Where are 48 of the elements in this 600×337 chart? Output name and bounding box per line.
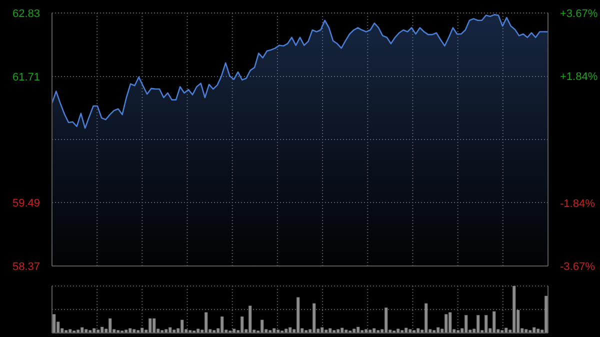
bar [312, 303, 316, 333]
y-tick-label: 62.83 [12, 8, 40, 20]
bar [52, 314, 56, 333]
bar [84, 329, 88, 333]
bar [220, 316, 224, 333]
bar [448, 312, 452, 333]
y2-tick-label: -3.67% [560, 261, 596, 273]
bar [408, 329, 412, 333]
bar [356, 326, 360, 333]
bar [148, 318, 152, 333]
y-tick-label: 59.49 [12, 197, 40, 210]
bar [296, 297, 300, 333]
bar [368, 330, 372, 333]
bar [336, 329, 340, 333]
y-tick-label: 61.71 [12, 72, 40, 84]
bar [364, 329, 368, 333]
y2-tick-label: -1.84% [560, 198, 596, 210]
bar [172, 330, 176, 333]
bar [204, 312, 208, 333]
bar [124, 330, 128, 333]
bar [248, 306, 252, 333]
bar [484, 315, 488, 333]
bar [180, 320, 184, 333]
bar [132, 329, 136, 333]
y2-tick-label: +1.84% [560, 71, 598, 84]
bar [276, 330, 280, 333]
bar [152, 318, 156, 333]
bar [384, 308, 388, 333]
bar [240, 316, 244, 333]
y2-tick-label: +3.67% [560, 8, 598, 20]
bar [464, 315, 468, 333]
bar [96, 330, 100, 333]
bar [324, 330, 328, 333]
bar [512, 286, 516, 333]
bar [260, 320, 264, 333]
bar [100, 326, 104, 333]
bar [108, 318, 112, 333]
bar [524, 329, 528, 333]
bar [424, 303, 428, 333]
bar [476, 315, 480, 333]
bar [444, 314, 448, 333]
y-tick-label: 58.37 [12, 261, 40, 273]
bar [76, 330, 80, 333]
bar [164, 329, 168, 333]
bar [544, 296, 548, 333]
bar [344, 330, 348, 333]
bar [492, 311, 496, 333]
bar [68, 329, 72, 333]
